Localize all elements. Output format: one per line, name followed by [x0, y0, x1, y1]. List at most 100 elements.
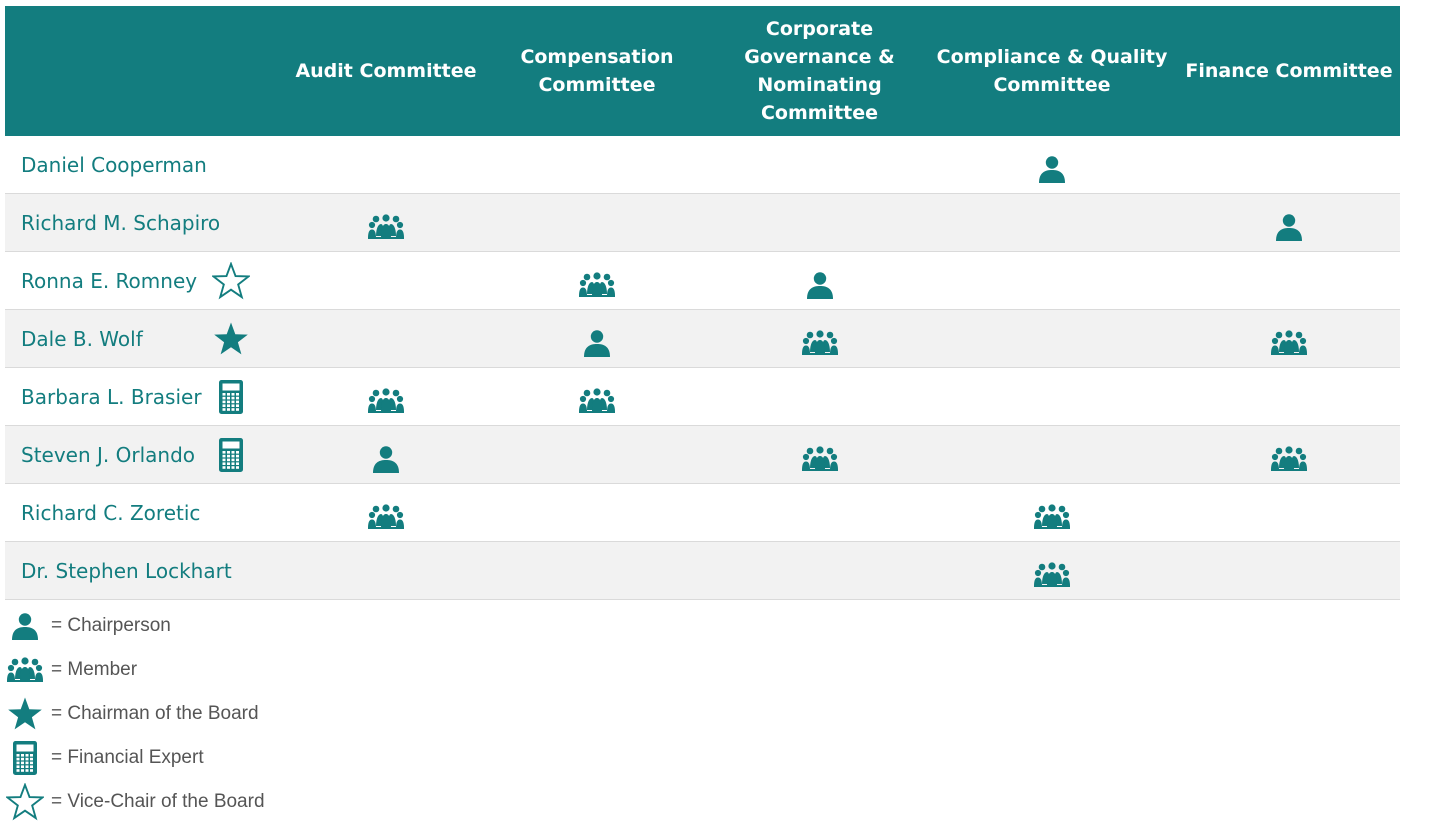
header-compensation-committee: Compensation Committee [520, 46, 674, 96]
director-cell: Dr. Stephen Lockhart [5, 542, 291, 599]
compensation-role-cell [481, 426, 713, 483]
audit-role-cell [291, 136, 481, 193]
compliance-role-cell [926, 484, 1178, 541]
compensation-role-cell [481, 310, 713, 367]
audit-role-cell [291, 310, 481, 367]
table-row: Ronna E. Romney [5, 252, 1400, 310]
header-finance-committee: Finance Committee [1185, 60, 1393, 82]
header-audit-committee: Audit Committee [295, 60, 477, 82]
compensation-role-cell [481, 368, 713, 425]
compliance-role-cell [926, 252, 1178, 309]
chairperson-icon [805, 270, 835, 300]
compensation-role-cell [481, 252, 713, 309]
legend-label: = Financial Expert [51, 747, 204, 768]
member-group-icon [579, 387, 615, 414]
director-name: Dale B. Wolf [21, 326, 143, 351]
table-row: Daniel Cooperman [5, 136, 1400, 194]
member-group-icon [1271, 329, 1307, 356]
member-group-icon [801, 445, 838, 472]
member-group-icon [368, 213, 404, 240]
legend: = Chairperson = Member = Chairman of the B… [5, 604, 265, 824]
compensation-role-cell [481, 194, 713, 251]
governance-role-cell [713, 542, 926, 599]
table-header: Audit Committee Compensation Committee C… [5, 6, 1400, 136]
member-group-icon [368, 503, 404, 530]
legend-item: = Chairman of the Board [5, 692, 265, 736]
table-row: Dr. Stephen Lockhart [5, 542, 1400, 600]
director-name: Richard C. Zoretic [21, 500, 201, 525]
chairman-star-icon [5, 694, 45, 734]
table-row: Richard M. Schapiro [5, 194, 1400, 252]
audit-role-cell [291, 484, 481, 541]
director-cell: Dale B. Wolf [5, 310, 291, 367]
member-group-icon [5, 650, 45, 690]
finance-role-cell [1178, 136, 1400, 193]
calculator-icon [5, 738, 45, 778]
director-cell: Ronna E. Romney [5, 252, 291, 309]
finance-role-cell [1178, 252, 1400, 309]
compensation-role-cell [481, 484, 713, 541]
director-name: Barbara L. Brasier [21, 384, 202, 409]
governance-role-cell [713, 136, 926, 193]
member-group-icon [579, 271, 615, 298]
director-name: Ronna E. Romney [21, 268, 198, 293]
calculator-icon [212, 436, 250, 474]
legend-item: = Member [5, 648, 265, 692]
finance-role-cell [1178, 484, 1400, 541]
director-name: Richard M. Schapiro [21, 210, 221, 235]
audit-role-cell [291, 542, 481, 599]
legend-item: = Vice-Chair of the Board [5, 780, 265, 824]
director-name: Dr. Stephen Lockhart [21, 558, 232, 583]
audit-role-cell [291, 252, 481, 309]
legend-item: = Financial Expert [5, 736, 265, 780]
vice-chair-star-icon [5, 782, 45, 822]
governance-role-cell [713, 368, 926, 425]
director-cell: Barbara L. Brasier [5, 368, 291, 425]
governance-role-cell [713, 310, 926, 367]
committee-table: Audit Committee Compensation Committee C… [5, 6, 1400, 600]
finance-role-cell [1178, 310, 1400, 367]
audit-role-cell [291, 368, 481, 425]
member-group-icon [801, 329, 838, 356]
chairperson-icon [5, 606, 45, 646]
director-cell: Richard M. Schapiro [5, 194, 291, 251]
legend-label: = Member [51, 659, 138, 680]
compliance-role-cell [926, 194, 1178, 251]
member-group-icon [1034, 503, 1070, 530]
calculator-icon [212, 378, 250, 416]
governance-role-cell [713, 484, 926, 541]
table-body: Daniel Cooperman Richard M. Schapiro Ronna… [5, 136, 1400, 600]
chairperson-icon [1037, 154, 1067, 184]
governance-role-cell [713, 194, 926, 251]
director-cell: Steven J. Orlando [5, 426, 291, 483]
director-cell: Daniel Cooperman [5, 136, 291, 193]
finance-role-cell [1178, 194, 1400, 251]
chairperson-icon [582, 328, 612, 358]
director-name: Steven J. Orlando [21, 442, 196, 467]
compensation-role-cell [481, 542, 713, 599]
finance-role-cell [1178, 368, 1400, 425]
member-group-icon [1034, 561, 1070, 588]
legend-label: = Chairman of the Board [51, 703, 259, 724]
chairperson-icon [371, 444, 401, 474]
compliance-role-cell [926, 310, 1178, 367]
governance-role-cell [713, 252, 926, 309]
compliance-role-cell [926, 136, 1178, 193]
director-name: Daniel Cooperman [21, 152, 207, 177]
table-row: Richard C. Zoretic [5, 484, 1400, 542]
director-cell: Richard C. Zoretic [5, 484, 291, 541]
member-group-icon [368, 387, 404, 414]
vice-chair-star-icon [212, 262, 250, 300]
audit-role-cell [291, 194, 481, 251]
legend-label: = Chairperson [51, 615, 171, 636]
member-group-icon [1271, 445, 1307, 472]
table-row: Barbara L. Brasier [5, 368, 1400, 426]
chairperson-icon [1274, 212, 1304, 242]
compliance-role-cell [926, 542, 1178, 599]
header-governance-committee: Corporate Governance & Nominating Commit… [744, 18, 895, 124]
compensation-role-cell [481, 136, 713, 193]
finance-role-cell [1178, 426, 1400, 483]
header-name-column [5, 6, 291, 136]
table-row: Dale B. Wolf [5, 310, 1400, 368]
compliance-role-cell [926, 368, 1178, 425]
